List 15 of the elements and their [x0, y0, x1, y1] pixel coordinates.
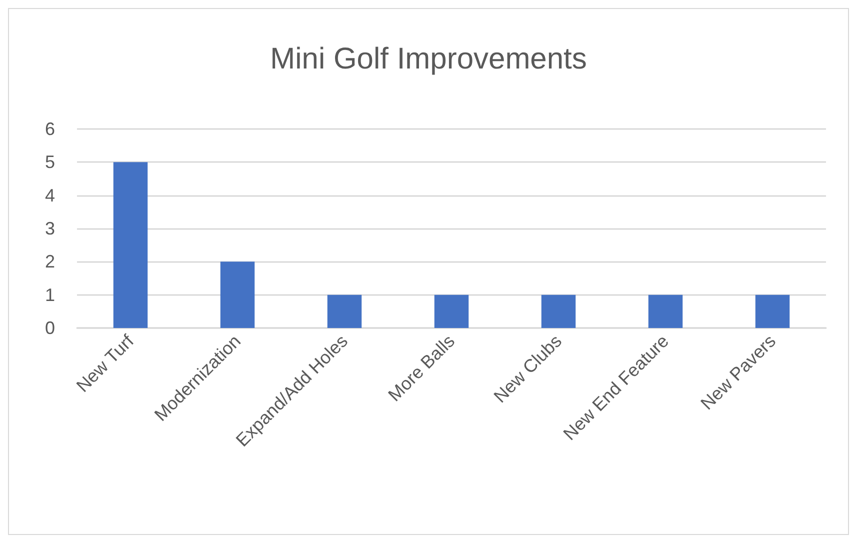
bar: [113, 162, 148, 328]
bar: [648, 294, 683, 328]
bar: [541, 294, 576, 328]
y-tick-label: 6: [44, 119, 55, 139]
y-tick-label: 5: [44, 152, 55, 172]
y-tick-label: 1: [44, 284, 55, 305]
bar: [434, 294, 469, 328]
chart-title: Mini Golf Improvements: [270, 42, 587, 76]
y-tick-label: 0: [44, 318, 55, 338]
bar: [327, 294, 362, 328]
bar: [220, 262, 255, 328]
y-tick-label: 3: [44, 218, 55, 238]
bar: [755, 294, 790, 328]
y-tick-label: 4: [44, 185, 55, 206]
y-tick-label: 2: [44, 252, 55, 272]
